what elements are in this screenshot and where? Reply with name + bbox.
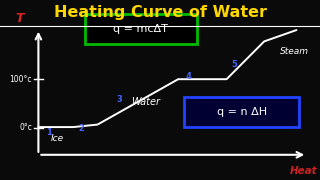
Text: 0°c: 0°c <box>19 123 32 132</box>
FancyBboxPatch shape <box>184 97 299 127</box>
FancyBboxPatch shape <box>85 14 197 44</box>
Text: q = n ΔH: q = n ΔH <box>217 107 267 117</box>
Text: 3: 3 <box>116 95 122 104</box>
Text: T: T <box>15 12 23 25</box>
Text: Heating Curve of Water: Heating Curve of Water <box>53 4 267 19</box>
Text: 4: 4 <box>186 72 192 81</box>
Text: 1: 1 <box>46 128 52 137</box>
Text: Water: Water <box>132 97 160 107</box>
Text: 100°c: 100°c <box>10 75 32 84</box>
Text: 5: 5 <box>232 60 237 69</box>
Text: 2: 2 <box>78 124 84 133</box>
Text: q = mcΔT: q = mcΔT <box>113 24 168 34</box>
Text: Ice: Ice <box>51 134 64 143</box>
Text: Steam: Steam <box>280 47 309 56</box>
Text: Heat: Heat <box>290 166 318 176</box>
